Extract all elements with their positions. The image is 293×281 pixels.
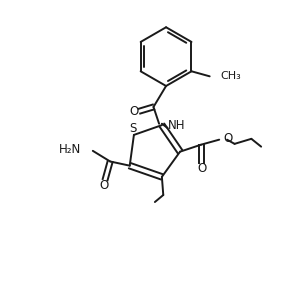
Text: CH₃: CH₃ xyxy=(220,71,241,81)
Text: NH: NH xyxy=(168,119,185,132)
Text: O: O xyxy=(129,105,139,118)
Text: O: O xyxy=(99,179,109,192)
Text: O: O xyxy=(197,162,207,175)
Text: O: O xyxy=(224,132,233,145)
Text: S: S xyxy=(129,122,136,135)
Text: H₂N: H₂N xyxy=(59,143,81,156)
